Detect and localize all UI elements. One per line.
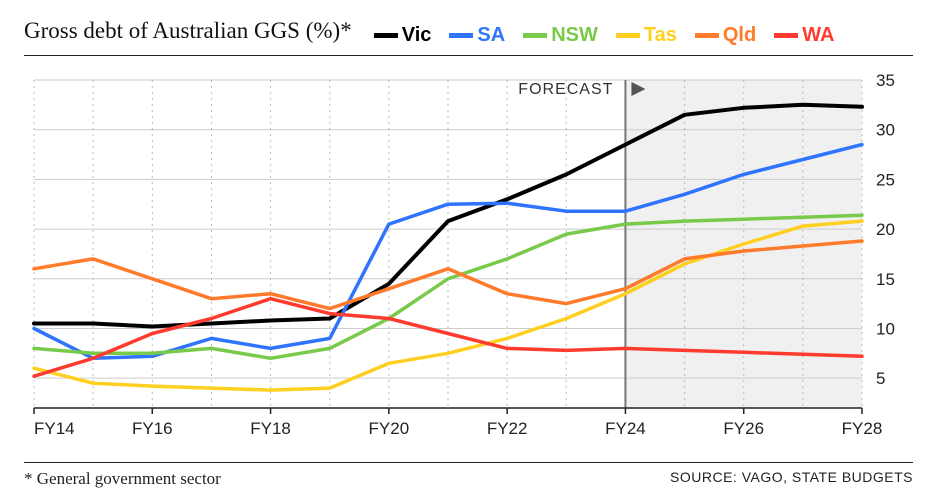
y-tick-label: 30 bbox=[876, 121, 895, 140]
header-rule bbox=[24, 55, 913, 56]
footnote: * General government sector bbox=[24, 469, 221, 489]
legend-item-wa: WA bbox=[774, 24, 834, 47]
x-tick-label: FY24 bbox=[605, 419, 646, 438]
y-tick-label: 35 bbox=[876, 71, 895, 90]
x-tick-label: FY28 bbox=[842, 419, 883, 438]
x-tick-label: FY20 bbox=[369, 419, 410, 438]
legend-label: NSW bbox=[551, 24, 598, 47]
x-tick-label: FY26 bbox=[723, 419, 764, 438]
x-tick-label: FY22 bbox=[487, 419, 528, 438]
x-tick-label: FY18 bbox=[250, 419, 291, 438]
forecast-label: FORECAST bbox=[518, 81, 613, 98]
y-tick-label: 10 bbox=[876, 319, 895, 338]
legend-item-tas: Tas bbox=[616, 24, 677, 47]
plot-area: 5 10 15 20 25 30 35 FORECAST FY14 FY16 FY18 FY20 FY2… bbox=[24, 70, 913, 458]
legend-label: Vic bbox=[402, 24, 432, 47]
legend-swatch bbox=[374, 33, 398, 38]
legend: Vic SA NSW Tas Qld WA bbox=[374, 24, 835, 47]
chart-title: Gross debt of Australian GGS (%)* bbox=[24, 18, 352, 44]
legend-swatch bbox=[774, 33, 798, 38]
y-tick-label: 20 bbox=[876, 220, 895, 239]
chart-footer: * General government sector SOURCE: VAGO… bbox=[24, 462, 913, 489]
line-chart-svg: 5 10 15 20 25 30 35 FORECAST FY14 FY16 FY18 FY20 FY2… bbox=[24, 70, 913, 458]
y-tick-label: 25 bbox=[876, 170, 895, 189]
legend-item-nsw: NSW bbox=[523, 24, 598, 47]
chart-container: Gross debt of Australian GGS (%)* Vic SA N… bbox=[0, 0, 937, 503]
y-tick-label: 15 bbox=[876, 270, 895, 289]
legend-swatch bbox=[695, 33, 719, 38]
legend-swatch bbox=[523, 33, 547, 38]
legend-item-qld: Qld bbox=[695, 24, 756, 47]
legend-item-sa: SA bbox=[449, 24, 505, 47]
legend-swatch bbox=[616, 33, 640, 38]
legend-label: WA bbox=[802, 24, 834, 47]
legend-item-vic: Vic bbox=[374, 24, 432, 47]
chart-header: Gross debt of Australian GGS (%)* Vic SA N… bbox=[24, 18, 913, 47]
legend-swatch bbox=[449, 33, 473, 38]
y-tick-label: 5 bbox=[876, 369, 885, 388]
legend-label: SA bbox=[477, 24, 505, 47]
x-tick-label: FY14 bbox=[34, 419, 75, 438]
legend-label: Qld bbox=[723, 24, 756, 47]
x-tick-label: FY16 bbox=[132, 419, 173, 438]
source-label: SOURCE: VAGO, STATE BUDGETS bbox=[670, 469, 913, 489]
legend-label: Tas bbox=[644, 24, 677, 47]
